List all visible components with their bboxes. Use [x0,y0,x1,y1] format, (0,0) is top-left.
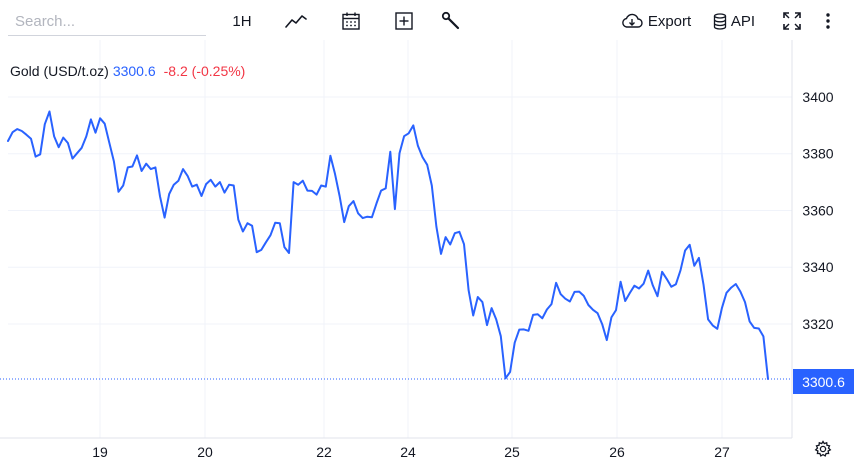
interval-button[interactable]: 1H [228,7,256,35]
price-chart[interactable]: 3320 3340 3360 3380 3400 19 20 22 24 25 26 27 [0,40,854,464]
api-button[interactable]: API [711,7,757,35]
price-series-line [7,110,769,380]
y-tick-label: 3380 [802,146,833,162]
y-tick-label: 3340 [802,259,833,275]
x-tick-label: 20 [197,444,213,460]
chart-legend: Gold (USD/t.oz) 3300.6 -8.2 (-0.25%) [10,63,245,79]
export-button[interactable]: Export [620,7,692,35]
search-input[interactable] [8,8,206,35]
calendar-icon [341,11,361,31]
api-label: API [730,12,756,30]
date-range-button[interactable] [340,7,362,35]
x-tick-label: 24 [400,444,416,460]
x-tick-label: 22 [316,444,332,460]
x-tick-label: 19 [92,444,108,460]
line-chart-icon [285,13,307,29]
top-toolbar: 1H Export API [0,0,854,40]
cloud-download-icon [621,13,643,29]
x-tick-label: 26 [609,444,625,460]
database-icon [713,12,727,30]
vertical-dots-icon [825,12,831,30]
more-options-button[interactable] [820,7,836,35]
interval-label: 1H [232,12,252,30]
plus-square-icon [394,11,414,31]
price-change: -8.2 (-0.25%) [163,63,246,79]
add-indicator-button[interactable] [393,7,415,35]
search-box[interactable] [8,8,206,36]
y-tick-label: 3360 [802,202,833,218]
y-tick-label: 3400 [802,89,833,105]
wrench-icon [441,11,461,31]
fullscreen-icon [782,11,802,31]
y-tick-label: 3320 [802,316,833,332]
chart-type-button[interactable] [284,7,308,35]
current-price: 3300.6 [112,63,156,79]
gear-icon [814,439,832,463]
symbol-name: Gold (USD/t.oz) [10,63,109,79]
chart-settings-button[interactable] [812,439,834,463]
export-label: Export [647,12,692,30]
x-tick-label: 27 [714,444,730,460]
fullscreen-button[interactable] [781,7,803,35]
last-price-tag: 3300.6 [793,369,854,394]
x-tick-label: 25 [504,444,520,460]
settings-tools-button[interactable] [440,7,462,35]
